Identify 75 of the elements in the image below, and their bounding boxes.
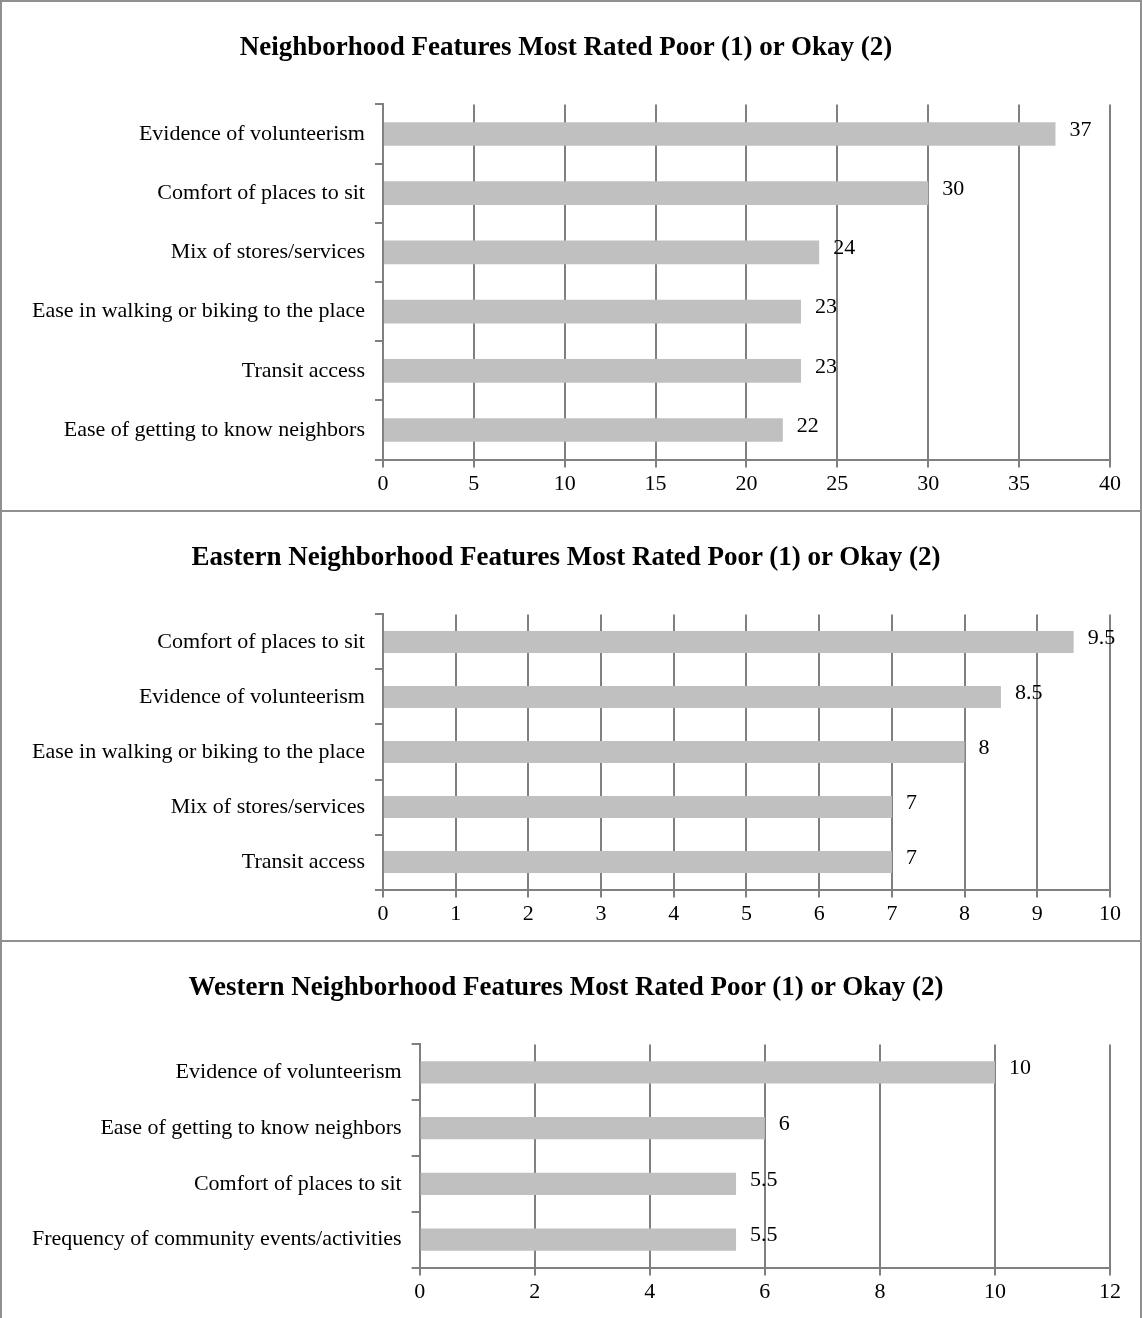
data-label: 23 [815, 293, 838, 319]
y-tick-label: Comfort of places to sit [157, 178, 365, 204]
x-tick-label: 8 [959, 899, 971, 925]
y-tick-label: Transit access [241, 847, 365, 873]
y-tick-label: Evidence of volunteerism [138, 119, 365, 145]
bar [383, 740, 965, 764]
chart-title: Neighborhood Features Most Rated Poor (1) or Okay (2) [239, 31, 893, 62]
x-tick-label: 6 [759, 1277, 771, 1303]
bar [383, 299, 802, 324]
bar [420, 1116, 765, 1140]
data-label: 7 [905, 843, 917, 869]
bar [383, 122, 1056, 146]
data-label: 5.5 [750, 1221, 778, 1247]
bar [383, 630, 1074, 653]
y-tick-label: Comfort of places to sit [193, 1169, 402, 1195]
x-tick-label: 30 [917, 469, 940, 495]
x-tick-label: 4 [644, 1277, 656, 1303]
bar [420, 1061, 995, 1084]
data-label: 23 [815, 352, 838, 378]
bar [383, 851, 892, 874]
x-tick-label: 7 [886, 899, 898, 925]
data-label: 6 [778, 1109, 790, 1135]
x-tick-label: 35 [1008, 469, 1031, 495]
data-label: 5.5 [750, 1165, 778, 1191]
x-tick-label: 2 [529, 1277, 541, 1303]
bar [383, 796, 892, 819]
x-tick-label: 40 [1099, 469, 1121, 495]
y-tick-label: Ease of getting to know neighbors [100, 1113, 402, 1139]
x-tick-label: 25 [826, 469, 849, 495]
data-label: 37 [1069, 115, 1092, 141]
x-tick-label: 8 [874, 1277, 886, 1303]
x-tick-label: 10 [983, 1277, 1006, 1303]
x-tick-label: 20 [735, 469, 758, 495]
x-tick-label: 15 [644, 469, 667, 495]
data-label: 9.5 [1087, 623, 1116, 649]
y-tick-label: Mix of stores/services [170, 792, 365, 818]
data-label: 8 [978, 733, 990, 759]
bar [420, 1172, 737, 1196]
data-label: 22 [796, 411, 819, 437]
x-tick-label: 10 [1099, 899, 1121, 925]
y-tick-label: Ease of getting to know neighbors [63, 415, 365, 441]
data-label: 30 [942, 174, 965, 200]
y-tick-label: Mix of stores/services [170, 238, 365, 264]
x-tick-label: 6 [813, 899, 825, 925]
y-tick-label: Evidence of volunteerism [175, 1058, 402, 1084]
bar [383, 240, 820, 265]
chart-title: Eastern Neighborhood Features Most Rated Poor (1) or Okay (2) [191, 541, 941, 572]
y-tick-label: Ease in walking or biking to the place [32, 297, 365, 323]
x-tick-label: 12 [1099, 1277, 1121, 1303]
x-tick-label: 3 [595, 899, 607, 925]
y-tick-label: Frequency of community events/activities [31, 1225, 402, 1251]
bar [383, 418, 783, 442]
data-label: 8.5 [1014, 678, 1043, 704]
bar [420, 1228, 737, 1251]
y-tick-label: Transit access [241, 356, 365, 382]
chart-title: Western Neighborhood Features Most Rated Poor (1) or Okay (2) [188, 971, 944, 1002]
y-tick-label: Evidence of volunteerism [138, 682, 365, 708]
x-tick-label: 0 [377, 469, 389, 495]
x-tick-label: 10 [553, 469, 576, 495]
x-tick-label: 5 [468, 469, 480, 495]
x-tick-label: 2 [522, 899, 534, 925]
bar [383, 358, 802, 383]
y-tick-label: Ease in walking or biking to the place [32, 737, 365, 763]
x-tick-label: 1 [450, 899, 462, 925]
data-label: 24 [833, 234, 856, 260]
data-label: 7 [905, 788, 917, 814]
data-label: 10 [1008, 1054, 1031, 1080]
x-tick-label: 0 [414, 1277, 426, 1303]
y-tick-label: Comfort of places to sit [157, 627, 365, 653]
x-tick-label: 9 [1031, 899, 1043, 925]
bar [383, 181, 929, 206]
bar [383, 685, 1001, 708]
x-tick-label: 5 [740, 899, 752, 925]
x-tick-label: 4 [668, 899, 680, 925]
x-tick-label: 0 [377, 899, 389, 925]
